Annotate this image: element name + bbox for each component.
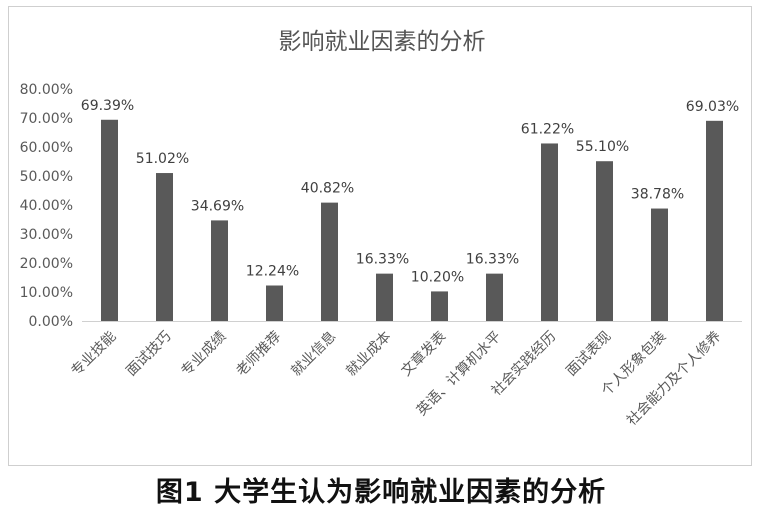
bar [651, 208, 668, 321]
bar [431, 291, 448, 321]
y-tick-label: 10.00% [20, 285, 73, 301]
bar [321, 202, 338, 321]
data-label: 16.33% [466, 252, 519, 268]
data-label: 34.69% [191, 198, 244, 214]
data-label: 12.24% [246, 264, 299, 280]
figure-caption: 图1 大学生认为影响就业因素的分析 [155, 477, 607, 508]
bar [541, 143, 558, 321]
data-label: 69.39% [81, 98, 134, 114]
bar [156, 173, 173, 321]
category-label: 社会能力及个人修养 [624, 329, 724, 429]
category-label: 面试技巧 [123, 329, 174, 380]
y-tick-label: 30.00% [20, 227, 73, 243]
category-label: 就业成本 [343, 329, 394, 380]
y-tick-label: 0.00% [29, 314, 73, 330]
category-label: 就业信息 [288, 328, 340, 380]
category-labels: 专业技能 面试技巧 专业成绩 老师推荐 就业信息 就业成本 文章发表英语、计算机水平社会实践… [68, 328, 724, 429]
data-label: 38.78% [631, 187, 684, 203]
data-label: 10.20% [411, 269, 464, 285]
y-tick-label: 20.00% [20, 256, 73, 272]
y-tick-label: 70.00% [20, 111, 73, 127]
y-tick-label: 50.00% [20, 169, 73, 185]
bars [101, 119, 723, 321]
y-axis: 0.00% 10.00% 20.00% 30.00% 40.00% 50.00% 60.00… [20, 82, 73, 330]
y-tick-label: 40.00% [20, 198, 73, 214]
data-label: 40.82% [301, 181, 354, 197]
category-label: 面试表现 [563, 329, 614, 380]
y-tick-label: 80.00% [20, 82, 73, 98]
data-label: 16.33% [356, 252, 409, 268]
chart-frame: 影响就业因素的分析 0.00% 10.00% 20.00% 30.00% 40.00% 5… [8, 6, 752, 466]
bar [596, 161, 613, 321]
data-label: 61.22% [521, 121, 574, 137]
category-label: 文章发表 [398, 328, 450, 380]
data-label: 51.02% [136, 151, 189, 167]
bar [211, 220, 228, 321]
data-label: 55.10% [576, 139, 629, 155]
bar [101, 119, 118, 321]
bar [266, 285, 283, 321]
category-label: 专业成绩 [178, 329, 229, 380]
bar-chart: 影响就业因素的分析 0.00% 10.00% 20.00% 30.00% 40.00% 5… [20, 29, 742, 429]
data-labels: 69.39% 51.02% 34.69% 12.24% 40.82% 16.33%10.2… [81, 98, 739, 286]
category-label: 专业技能 [68, 329, 119, 380]
bar [486, 273, 503, 321]
chart-title: 影响就业因素的分析 [279, 29, 486, 55]
bar [376, 273, 393, 321]
y-tick-label: 60.00% [20, 140, 73, 156]
bar [706, 120, 723, 321]
data-label: 69.03% [686, 99, 739, 115]
category-label: 老师推荐 [233, 329, 284, 380]
